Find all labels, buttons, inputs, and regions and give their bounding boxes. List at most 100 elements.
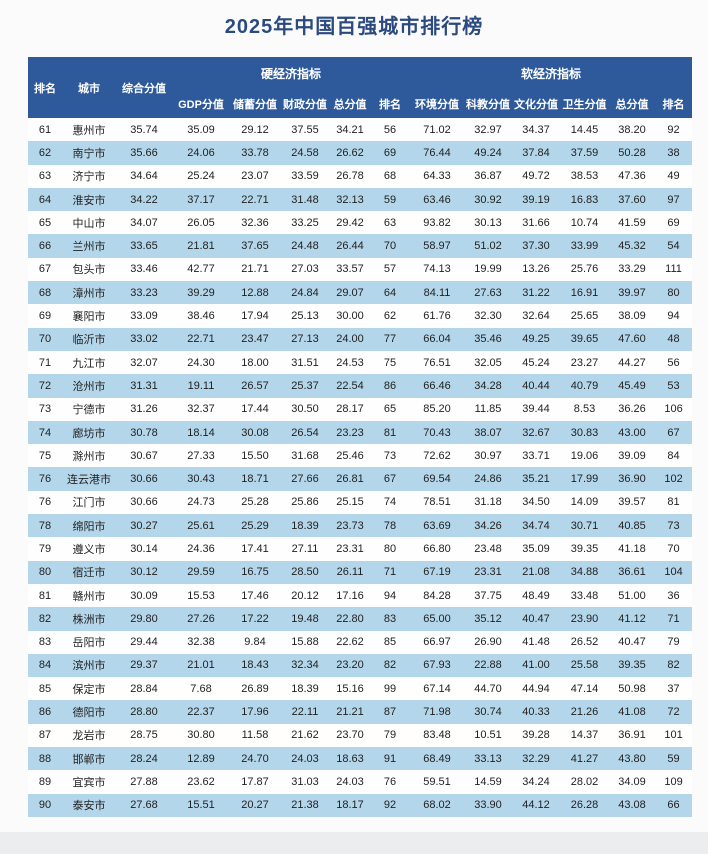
table-cell: 78 xyxy=(370,514,411,538)
table-cell: 44.70 xyxy=(464,677,513,701)
table-cell: 67 xyxy=(370,467,411,491)
table-cell: 绵阳市 xyxy=(62,514,116,538)
table-cell: 90 xyxy=(28,793,62,817)
table-row: 74 廊坊市 30.78 18.14 30.08 26.54 23.23 81 70.43 38.… xyxy=(28,420,693,445)
table-cell: 26.54 xyxy=(280,420,330,445)
table-cell: 37.59 xyxy=(560,141,610,165)
table-cell: 30.14 xyxy=(116,537,172,561)
table-cell: 75 xyxy=(28,444,62,468)
table-cell: 26.44 xyxy=(330,234,370,258)
table-cell: 41.08 xyxy=(609,700,656,724)
table-cell: 37.60 xyxy=(609,187,656,212)
table-cell: 29.80 xyxy=(116,607,172,631)
table-cell: 39.97 xyxy=(609,281,656,305)
footer-strip xyxy=(0,832,708,854)
table-cell: 39.09 xyxy=(609,444,656,468)
table-cell: 30.66 xyxy=(116,490,172,515)
table-cell: 泰安市 xyxy=(62,793,116,817)
table-row: 68 漳州市 33.23 39.29 12.88 24.84 29.07 64 84.11 27.… xyxy=(28,281,693,305)
table-cell: 76 xyxy=(28,467,62,491)
table-cell: 51.02 xyxy=(464,234,513,258)
table-cell: 73 xyxy=(655,514,693,538)
table-cell: 30.97 xyxy=(464,444,513,468)
table-cell: 35.66 xyxy=(116,141,172,165)
table-cell: 27.63 xyxy=(464,281,513,305)
table-cell: 38.20 xyxy=(609,118,656,142)
table-cell: 17.41 xyxy=(230,537,280,561)
table-cell: 18.71 xyxy=(230,467,280,491)
table-cell: 80 xyxy=(655,281,693,305)
table-cell: 31.51 xyxy=(280,350,330,375)
table-cell: 69 xyxy=(370,141,411,165)
table-cell: 32.67 xyxy=(512,420,561,445)
table-row: 71 九江市 32.07 24.30 18.00 31.51 24.53 75 76.51 32.… xyxy=(28,350,693,375)
table-cell: 34.50 xyxy=(512,490,561,515)
table-cell: 31.26 xyxy=(116,397,172,421)
table-cell: 29.59 xyxy=(172,560,230,584)
table-cell: 80 xyxy=(28,560,62,584)
table-cell: 109 xyxy=(655,770,693,794)
table-cell: 27.66 xyxy=(280,467,330,491)
table-cell: 15.53 xyxy=(172,583,230,608)
table-cell: 临沂市 xyxy=(62,327,116,351)
table-cell: 22.80 xyxy=(330,607,370,631)
table-cell: 34.37 xyxy=(512,118,561,142)
table-cell: 45.49 xyxy=(609,374,656,398)
table-cell: 32.37 xyxy=(172,397,230,421)
table-cell: 48 xyxy=(655,327,693,351)
table-cell: 74 xyxy=(28,420,62,445)
table-cell: 27.33 xyxy=(172,444,230,468)
table-cell: 30.78 xyxy=(116,420,172,445)
table-cell: 40.79 xyxy=(560,374,610,398)
table-cell: 33.23 xyxy=(116,281,172,305)
table-cell: 41.00 xyxy=(512,653,561,678)
table-cell: 32.36 xyxy=(230,211,280,235)
table-cell: 江门市 xyxy=(62,490,116,515)
col-header-gdp-score: GDP分值 xyxy=(172,89,230,118)
table-row: 80 宿迁市 30.12 29.59 16.75 28.50 26.11 71 67.19 23.… xyxy=(28,560,693,584)
table-cell: 28.75 xyxy=(116,723,172,748)
table-cell: 24.00 xyxy=(330,327,370,351)
table-cell: 34.22 xyxy=(116,187,172,212)
table-cell: 77 xyxy=(370,327,411,351)
table-cell: 33.71 xyxy=(512,444,561,468)
table-cell: 25.65 xyxy=(560,304,610,328)
table-row: 78 绵阳市 30.27 25.61 25.29 18.39 23.73 78 63.69 34.… xyxy=(28,514,693,538)
table-cell: 82 xyxy=(28,607,62,631)
table-cell: 包头市 xyxy=(62,257,116,282)
table-cell: 33.99 xyxy=(560,234,610,258)
table-cell: 35.46 xyxy=(464,327,513,351)
table-cell: 45.32 xyxy=(609,234,656,258)
table-cell: 30.74 xyxy=(464,700,513,724)
table-cell: 33.25 xyxy=(280,211,330,235)
table-cell: 86 xyxy=(28,700,62,724)
table-row: 69 襄阳市 33.09 38.46 17.94 25.13 30.00 62 61.76 32.… xyxy=(28,304,693,328)
table-cell: 32.07 xyxy=(116,350,172,375)
table-cell: 22.88 xyxy=(464,653,513,678)
table-cell: 78.51 xyxy=(410,490,465,515)
table-cell: 41.18 xyxy=(609,537,656,561)
table-cell: 72 xyxy=(655,700,693,724)
table-cell: 35.09 xyxy=(512,537,561,561)
table-cell: 104 xyxy=(655,560,693,584)
table-cell: 66 xyxy=(28,234,62,258)
table-cell: 28.84 xyxy=(116,677,172,701)
table-cell: 20.27 xyxy=(230,793,280,817)
table-cell: 36.26 xyxy=(609,397,656,421)
table-cell: 廊坊市 xyxy=(62,420,116,445)
table-row: 90 泰安市 27.68 15.51 20.27 21.38 18.17 92 68.02 33.… xyxy=(28,793,693,817)
table-cell: 81 xyxy=(655,490,693,515)
table-cell: 36.90 xyxy=(609,467,656,491)
table-cell: 20.12 xyxy=(280,583,330,608)
table-cell: 27.26 xyxy=(172,607,230,631)
table-cell: 41.12 xyxy=(609,607,656,631)
table-cell: 66.04 xyxy=(410,327,465,351)
table-cell: 87 xyxy=(370,700,411,724)
table-cell: 64.33 xyxy=(410,164,465,188)
table-cell: 赣州市 xyxy=(62,583,116,608)
table-cell: 23.48 xyxy=(464,537,513,561)
table-cell: 54 xyxy=(655,234,693,258)
table-cell: 27.11 xyxy=(280,537,330,561)
table-cell: 14.59 xyxy=(464,770,513,794)
table-cell: 30.66 xyxy=(116,467,172,491)
